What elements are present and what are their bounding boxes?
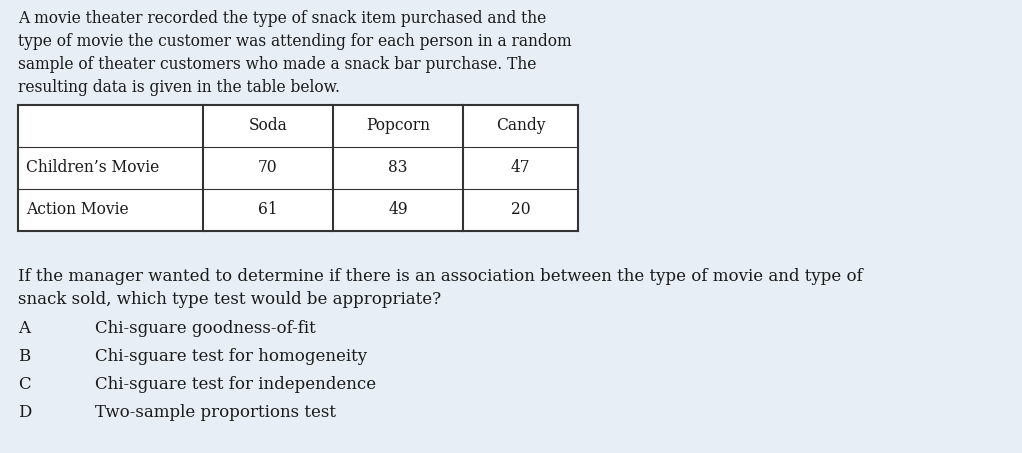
Text: Chi-sguare test for independence: Chi-sguare test for independence (95, 376, 376, 393)
Bar (18, 105, 578, 231)
Text: 70: 70 (259, 159, 278, 177)
Text: D: D (18, 404, 32, 421)
Text: Soda: Soda (248, 117, 287, 135)
Text: Two-sample proportions test: Two-sample proportions test (95, 404, 336, 421)
Text: Chi-sguare test for homogeneity: Chi-sguare test for homogeneity (95, 348, 367, 365)
Text: Candy: Candy (496, 117, 546, 135)
Text: Popcorn: Popcorn (366, 117, 430, 135)
Text: B: B (18, 348, 31, 365)
Text: Action Movie: Action Movie (26, 202, 129, 218)
Text: 61: 61 (259, 202, 278, 218)
Text: C: C (18, 376, 31, 393)
Text: Children’s Movie: Children’s Movie (26, 159, 159, 177)
Text: A: A (18, 320, 30, 337)
Text: 49: 49 (388, 202, 408, 218)
Text: A movie theater recorded the type of snack item purchased and the
type of movie : A movie theater recorded the type of sna… (18, 10, 571, 96)
Text: If the manager wanted to determine if there is an association between the type o: If the manager wanted to determine if th… (18, 268, 863, 308)
Text: Chi-sguare goodness-of-fit: Chi-sguare goodness-of-fit (95, 320, 316, 337)
Text: 83: 83 (388, 159, 408, 177)
Text: 20: 20 (511, 202, 530, 218)
Text: 47: 47 (511, 159, 530, 177)
